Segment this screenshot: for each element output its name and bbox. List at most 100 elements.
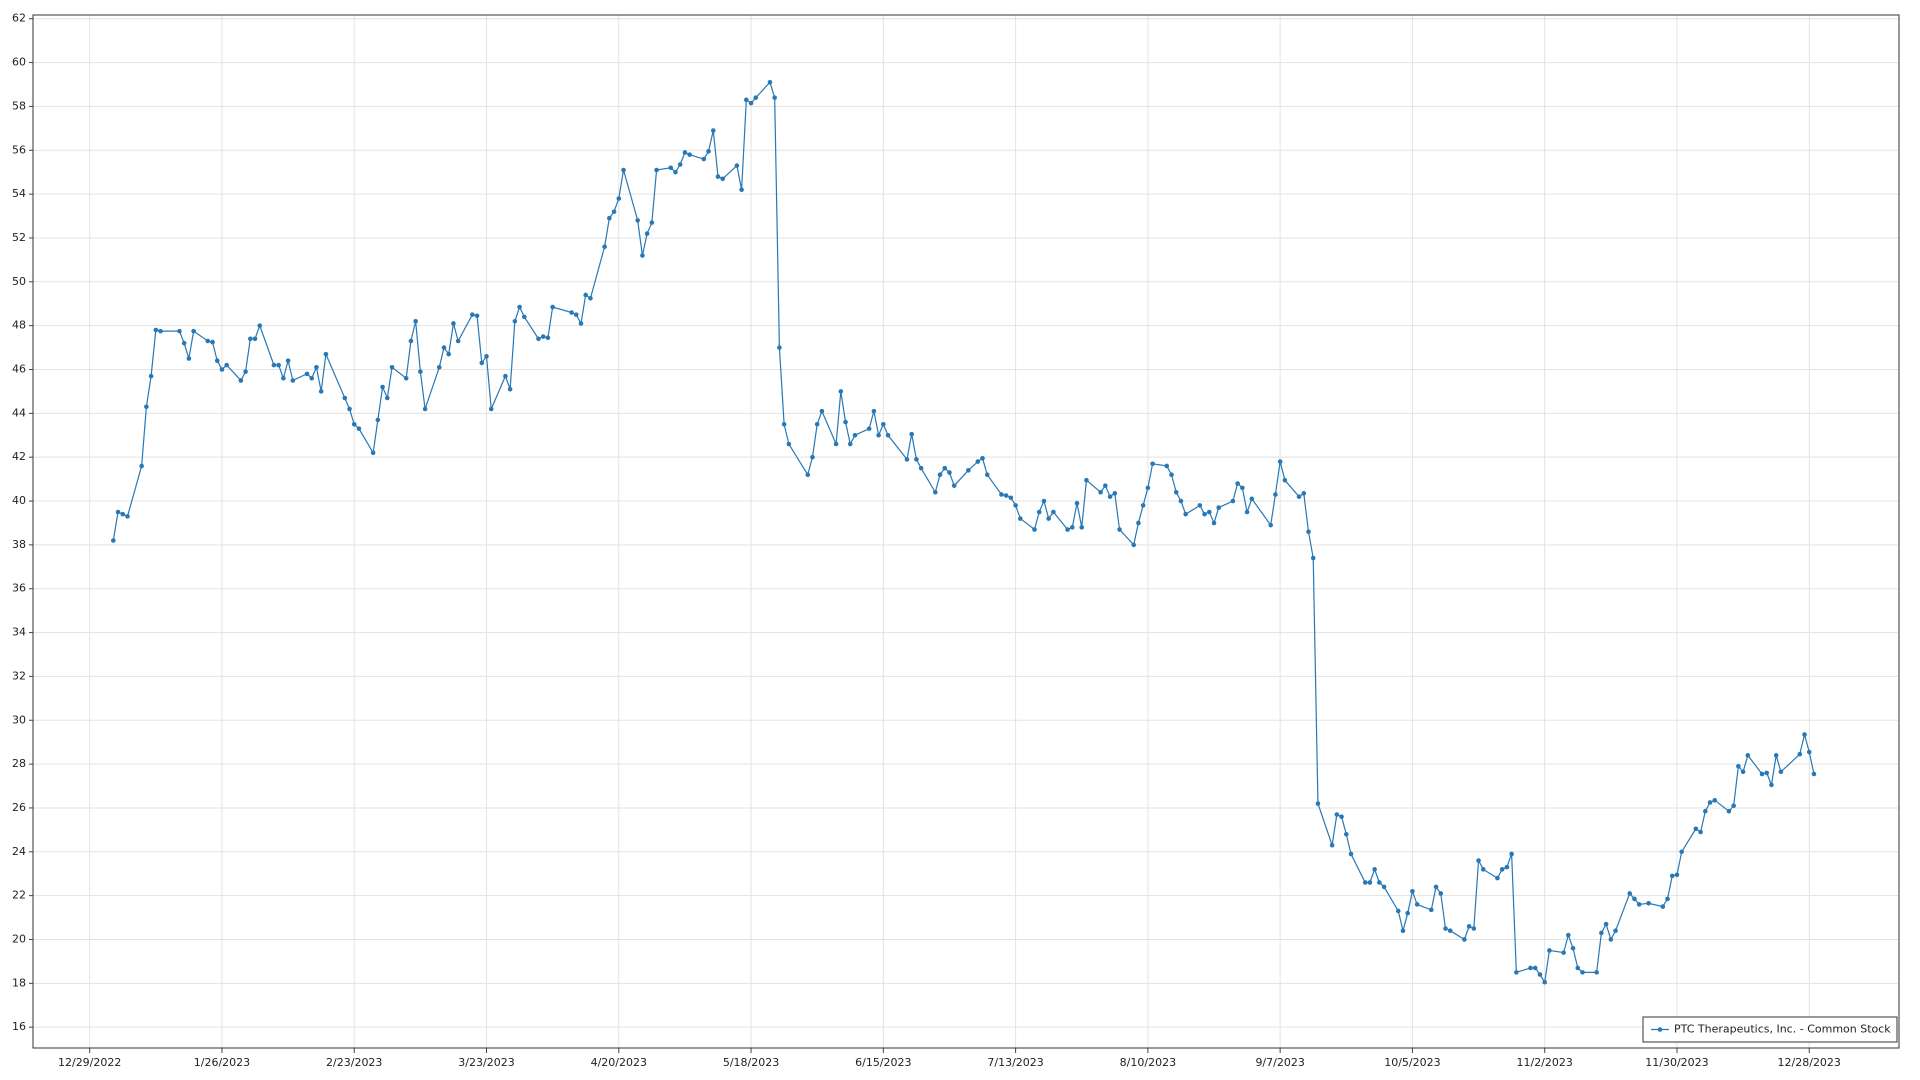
data-point: [739, 187, 744, 193]
data-point: [1414, 902, 1420, 907]
data-point: [385, 395, 390, 401]
data-point: [522, 314, 527, 320]
data-point: [876, 432, 881, 438]
data-point: [1367, 880, 1373, 885]
x-tick-label: 10/5/2023: [1384, 1056, 1440, 1069]
data-point: [243, 369, 248, 374]
data-point: [1103, 483, 1108, 488]
data-point: [1660, 904, 1666, 909]
data-point: [616, 196, 622, 201]
data-point: [1636, 902, 1642, 907]
data-point: [380, 384, 385, 390]
data-point: [904, 457, 910, 462]
data-point: [503, 373, 508, 379]
y-tick-label: 16: [12, 1020, 26, 1033]
data-point: [720, 176, 726, 182]
data-point: [1211, 520, 1217, 526]
data-point: [1480, 867, 1486, 872]
data-point: [1230, 498, 1236, 504]
data-point: [1570, 945, 1576, 951]
y-tick-label: 34: [12, 626, 26, 639]
data-point: [668, 165, 674, 171]
data-point: [1410, 888, 1415, 894]
data-point: [115, 509, 121, 515]
data-point: [1499, 867, 1505, 872]
data-point: [1306, 529, 1311, 535]
data-point: [1131, 542, 1137, 548]
y-tick-label: 32: [12, 669, 26, 682]
data-point: [1150, 461, 1155, 467]
data-point: [1197, 503, 1203, 508]
x-tick-label: 8/10/2023: [1120, 1056, 1176, 1069]
data-point: [607, 215, 612, 221]
data-point: [1632, 896, 1637, 902]
data-point: [356, 426, 362, 431]
data-point: [1282, 477, 1288, 483]
data-point: [1443, 926, 1448, 931]
data-point: [1235, 481, 1240, 486]
data-point: [1405, 910, 1410, 916]
data-point: [1514, 970, 1519, 975]
x-tick-label: 11/30/2023: [1645, 1056, 1708, 1069]
data-point: [1665, 896, 1670, 902]
data-point: [1462, 937, 1467, 942]
data-point: [436, 364, 442, 370]
data-point: [470, 312, 475, 317]
data-point: [323, 351, 329, 357]
data-point: [153, 327, 159, 333]
data-point: [285, 358, 291, 364]
series-line: [112, 81, 1815, 984]
y-tick-label: 44: [12, 406, 26, 419]
data-point: [1594, 970, 1599, 975]
data-point: [1797, 751, 1803, 757]
data-point: [1400, 928, 1406, 934]
data-point: [191, 328, 196, 334]
data-point: [205, 338, 211, 344]
data-point: [1069, 525, 1075, 530]
data-point: [847, 441, 853, 447]
data-point: [389, 364, 395, 370]
data-point: [158, 328, 163, 334]
data-point: [413, 318, 418, 324]
y-tick-label: 38: [12, 538, 26, 551]
data-point: [748, 100, 754, 106]
data-point: [540, 334, 546, 339]
data-point: [1759, 771, 1765, 777]
x-tick-label: 7/13/2023: [987, 1056, 1043, 1069]
x-tick-label: 12/29/2022: [58, 1056, 121, 1069]
data-point: [866, 426, 872, 431]
data-point: [1315, 801, 1321, 806]
data-point: [120, 511, 126, 517]
data-point: [536, 336, 541, 342]
data-point: [1745, 753, 1751, 758]
data-point: [583, 292, 589, 298]
data-point: [932, 489, 938, 495]
plot-frame: [32, 14, 1900, 1049]
data-point: [342, 395, 348, 401]
data-point: [852, 432, 858, 438]
data-point: [1613, 928, 1618, 934]
y-tick-label: 28: [12, 757, 26, 770]
data-point: [1731, 803, 1736, 809]
data-point: [1032, 527, 1037, 532]
data-point: [422, 406, 428, 412]
data-point: [1528, 965, 1533, 971]
data-point: [1202, 511, 1207, 517]
data-point: [545, 335, 551, 341]
x-tick-label: 6/15/2023: [855, 1056, 911, 1069]
data-point: [1679, 849, 1684, 855]
legend-marker: [1657, 1027, 1663, 1032]
x-tick-label: 1/26/2023: [194, 1056, 250, 1069]
data-point: [1471, 926, 1477, 931]
data-point: [1566, 932, 1571, 938]
data-point: [1003, 493, 1009, 498]
data-point: [281, 375, 286, 381]
data-point: [1674, 872, 1680, 878]
data-point: [1778, 769, 1784, 775]
data-point: [1769, 782, 1774, 788]
data-point: [455, 338, 461, 344]
data-point: [1726, 808, 1732, 814]
data-point: [966, 468, 971, 473]
data-point: [1051, 509, 1056, 515]
data-point: [484, 354, 489, 359]
